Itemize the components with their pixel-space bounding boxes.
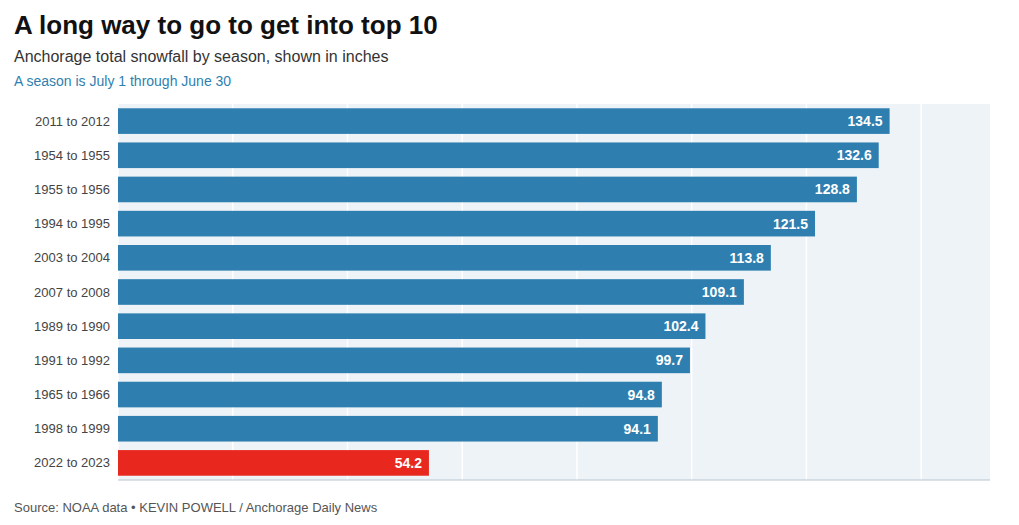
- bar: [118, 279, 744, 305]
- bar: [118, 416, 658, 442]
- category-label: 1989 to 1990: [34, 319, 110, 334]
- category-label: 1998 to 1999: [34, 421, 110, 436]
- data-label: 121.5: [773, 216, 808, 232]
- grid: [118, 104, 921, 480]
- data-label: 128.8: [815, 181, 850, 197]
- axis-line: [118, 480, 990, 481]
- bar: [118, 142, 879, 168]
- bar: [118, 450, 429, 476]
- bar: [118, 313, 705, 339]
- bar: [118, 348, 690, 374]
- grid-line: [920, 104, 922, 480]
- note: A season is July 1 through June 30: [14, 73, 231, 89]
- data-label: 113.8: [730, 250, 764, 266]
- category-label: 2007 to 2008: [34, 285, 110, 300]
- bar: [118, 245, 771, 271]
- bar: [118, 211, 815, 237]
- category-label: 1965 to 1966: [34, 387, 110, 402]
- bar: [118, 382, 662, 408]
- data-label: 102.4: [663, 318, 698, 334]
- bars: [118, 108, 890, 475]
- title: A long way to go to get into top 10: [14, 10, 438, 40]
- data-label: 99.7: [656, 352, 683, 368]
- data-label: 134.5: [848, 113, 883, 129]
- data-label: 94.8: [628, 387, 655, 403]
- chart-container: A long way to go to get into top 10 Ancho…: [0, 0, 1019, 525]
- plot-background: [118, 104, 990, 480]
- chart-svg: A long way to go to get into top 10 Ancho…: [0, 0, 1019, 525]
- category-label: 1955 to 1956: [34, 182, 110, 197]
- category-label: 1994 to 1995: [34, 216, 110, 231]
- category-label: 2003 to 2004: [34, 250, 110, 265]
- bar: [118, 108, 890, 134]
- category-label: 1954 to 1955: [34, 148, 110, 163]
- category-label: 1991 to 1992: [34, 353, 110, 368]
- data-label: 109.1: [702, 284, 737, 300]
- bar: [118, 177, 857, 203]
- labels: 2011 to 2012 134.5 1954 to 1955 132.6 1955 t…: [34, 113, 883, 471]
- subtitle: Anchorage total snowfall by season, show…: [14, 48, 388, 65]
- category-label: 2022 to 2023: [34, 455, 110, 470]
- data-label: 94.1: [624, 421, 651, 437]
- data-label: 54.2: [395, 455, 422, 471]
- category-label: 2011 to 2012: [35, 114, 110, 129]
- data-label: 132.6: [837, 147, 872, 163]
- source: Source: NOAA data • KEVIN POWELL / Ancho…: [14, 500, 378, 515]
